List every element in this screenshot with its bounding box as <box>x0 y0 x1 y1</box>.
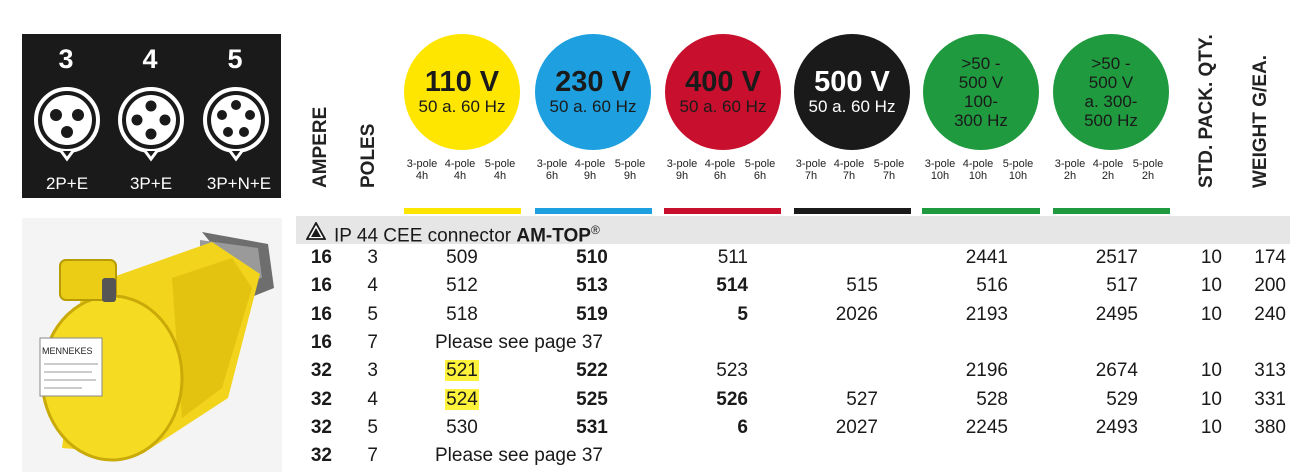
voltage-400v-badge: 400 V 50 a. 60 Hz <box>665 34 781 150</box>
cell-v230: 531 <box>576 416 608 438</box>
voltage-500v-badge: 500 V 50 a. 60 Hz <box>794 34 910 150</box>
warning-triangle-icon <box>306 222 326 240</box>
cell-pack: 10 <box>1200 416 1222 438</box>
cell-pack: 10 <box>1200 303 1222 325</box>
cell-v500: 527 <box>846 388 878 410</box>
cell-v500: 2026 <box>835 303 878 325</box>
section-header: IP 44 CEE connector AM-TOP® <box>296 216 1290 246</box>
cell-g2: 2495 <box>1095 303 1138 325</box>
cell-v500: 515 <box>846 275 878 297</box>
cell-pack: 10 <box>1200 388 1222 410</box>
cell-pack: 10 <box>1200 360 1222 382</box>
cell-ampere: 32 <box>310 388 332 410</box>
bar-500v <box>794 208 911 214</box>
cell-g2: 529 <box>1106 388 1138 410</box>
cell-v110: 524 <box>445 388 479 410</box>
pole-label-3p-n-e: 3P+N+E <box>206 174 272 193</box>
header-std-pack-qty: STD. PACK. QTY. <box>1196 34 1217 188</box>
cell-poles: 7 <box>367 445 378 467</box>
socket-3-pole-icon <box>34 87 100 162</box>
cell-v110: 509 <box>446 247 478 268</box>
header-poles: POLES <box>358 123 379 188</box>
cell-ampere: 16 <box>310 303 332 325</box>
cell-g2: 2493 <box>1095 416 1138 438</box>
cell-poles: 4 <box>367 275 378 297</box>
cell-pack: 10 <box>1200 275 1222 297</box>
voltage-110v-badge: 110 V 50 a. 60 Hz <box>404 34 520 150</box>
cell-weight: 380 <box>1254 416 1286 438</box>
cell-g1: 528 <box>976 388 1008 410</box>
cell-g1: 2196 <box>965 360 1008 382</box>
socket-5-pole-icon <box>203 87 269 162</box>
cell-v400: 511 <box>717 247 748 268</box>
pole-label-3p-e: 3P+E <box>129 174 173 193</box>
cell-v230: 510 <box>576 247 608 268</box>
cell-ampere: 32 <box>310 416 332 438</box>
cell-v400: 5 <box>737 303 748 325</box>
product-image: MENNEKES <box>22 218 282 472</box>
cell-g1: 516 <box>976 275 1008 297</box>
cell-poles: 5 <box>367 416 378 438</box>
cell-poles: 4 <box>367 388 378 410</box>
cell-g1: 2245 <box>965 416 1008 438</box>
cell-ampere: 32 <box>310 360 332 382</box>
pole-number-4: 4 <box>142 44 158 74</box>
cell-v110: 518 <box>446 303 478 325</box>
cell-g1: 2193 <box>965 303 1008 325</box>
pole-number-5: 5 <box>227 44 243 74</box>
voltage-230v-badge: 230 V 50 a. 60 Hz <box>535 34 651 150</box>
cell-poles: 3 <box>367 247 378 268</box>
cell-v400: 6 <box>737 416 748 438</box>
pole-label-2p-e: 2P+E <box>45 174 89 193</box>
product-brand: MENNEKES <box>42 346 93 356</box>
cell-g2: 517 <box>1106 275 1138 297</box>
bar-300-500hz <box>1053 208 1170 214</box>
bar-400v <box>664 208 781 214</box>
cell-v230: 525 <box>576 388 608 410</box>
cell-poles: 5 <box>367 303 378 325</box>
voltage-50-500v-300-500hz-badge: >50 -500 V a. 300- 500 Hz <box>1053 34 1169 150</box>
cell-ampere: 16 <box>310 247 332 268</box>
cell-ampere: 16 <box>310 275 332 297</box>
row-note: Please see page 37 <box>435 331 603 353</box>
cell-v110: 521 <box>445 360 479 382</box>
section-title: IP 44 CEE connector AM-TOP® <box>334 223 600 247</box>
cell-v110: 530 <box>446 416 478 438</box>
header-weight: WEIGHT G/EA. <box>1250 55 1271 188</box>
cell-weight: 331 <box>1254 388 1286 410</box>
cell-weight: 200 <box>1254 275 1286 297</box>
pole-legend: 3 4 5 2P+E 3P+E 3P+N+E <box>22 34 281 198</box>
cell-v230: 519 <box>576 303 608 325</box>
cell-v230: 513 <box>576 275 608 297</box>
cell-v400: 523 <box>716 360 748 382</box>
cell-v400: 514 <box>716 275 748 297</box>
cell-g1: 2441 <box>965 247 1008 268</box>
socket-4-pole-icon <box>118 87 184 162</box>
cell-weight: 240 <box>1254 303 1286 325</box>
cell-weight: 313 <box>1254 360 1286 382</box>
bar-100-300hz <box>922 208 1040 214</box>
pole-number-3: 3 <box>58 44 74 74</box>
bar-110v <box>404 208 521 214</box>
cell-g2: 2674 <box>1095 360 1138 382</box>
cell-v110: 512 <box>446 275 478 297</box>
voltage-50-500v-100-300hz-badge: >50 -500 V 100- 300 Hz <box>923 34 1039 150</box>
row-note: Please see page 37 <box>435 445 603 467</box>
cell-ampere: 32 <box>310 445 332 467</box>
cell-ampere: 16 <box>310 331 332 353</box>
bar-230v <box>535 208 652 214</box>
cell-weight: 174 <box>1254 247 1286 268</box>
cell-v500: 2027 <box>835 416 878 438</box>
cell-poles: 7 <box>367 331 378 353</box>
cell-poles: 3 <box>367 360 378 382</box>
cell-v230: 522 <box>576 360 608 382</box>
cell-pack: 10 <box>1200 247 1222 268</box>
header-ampere: AMPERE <box>310 106 331 188</box>
cell-g2: 2517 <box>1095 247 1138 268</box>
cell-v400: 526 <box>716 388 748 410</box>
